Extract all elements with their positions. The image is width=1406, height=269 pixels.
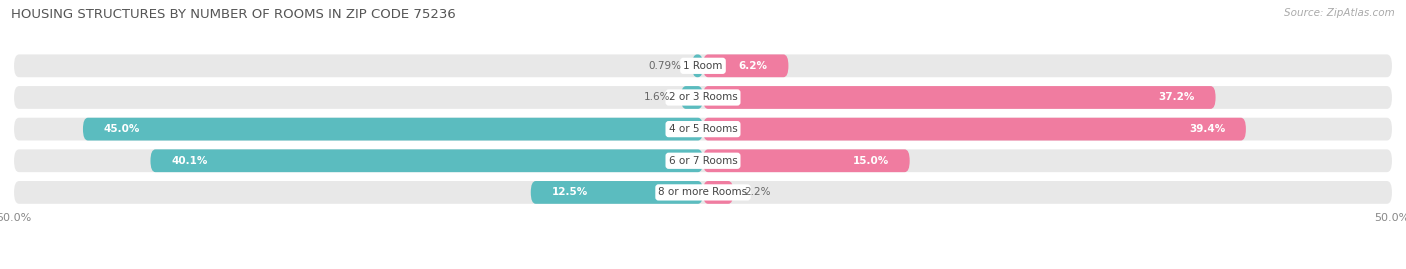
FancyBboxPatch shape: [681, 86, 703, 109]
FancyBboxPatch shape: [703, 118, 1246, 140]
Text: 40.1%: 40.1%: [172, 156, 208, 166]
Text: 2 or 3 Rooms: 2 or 3 Rooms: [669, 93, 737, 102]
Text: Source: ZipAtlas.com: Source: ZipAtlas.com: [1284, 8, 1395, 18]
FancyBboxPatch shape: [14, 54, 1392, 77]
FancyBboxPatch shape: [703, 54, 789, 77]
Text: 15.0%: 15.0%: [853, 156, 889, 166]
Text: 45.0%: 45.0%: [104, 124, 141, 134]
Text: HOUSING STRUCTURES BY NUMBER OF ROOMS IN ZIP CODE 75236: HOUSING STRUCTURES BY NUMBER OF ROOMS IN…: [11, 8, 456, 21]
FancyBboxPatch shape: [703, 86, 1216, 109]
Text: 39.4%: 39.4%: [1189, 124, 1225, 134]
Text: 6.2%: 6.2%: [738, 61, 768, 71]
Text: 8 or more Rooms: 8 or more Rooms: [658, 187, 748, 197]
Text: 0.79%: 0.79%: [648, 61, 681, 71]
FancyBboxPatch shape: [14, 86, 1392, 109]
FancyBboxPatch shape: [703, 149, 910, 172]
FancyBboxPatch shape: [14, 118, 1392, 140]
Text: 1.6%: 1.6%: [644, 93, 669, 102]
Text: 12.5%: 12.5%: [551, 187, 588, 197]
FancyBboxPatch shape: [150, 149, 703, 172]
FancyBboxPatch shape: [14, 149, 1392, 172]
Text: 2.2%: 2.2%: [744, 187, 770, 197]
FancyBboxPatch shape: [703, 181, 734, 204]
Text: 37.2%: 37.2%: [1159, 93, 1195, 102]
Text: 4 or 5 Rooms: 4 or 5 Rooms: [669, 124, 737, 134]
FancyBboxPatch shape: [692, 54, 703, 77]
FancyBboxPatch shape: [83, 118, 703, 140]
FancyBboxPatch shape: [531, 181, 703, 204]
Text: 6 or 7 Rooms: 6 or 7 Rooms: [669, 156, 737, 166]
FancyBboxPatch shape: [14, 181, 1392, 204]
Text: 1 Room: 1 Room: [683, 61, 723, 71]
